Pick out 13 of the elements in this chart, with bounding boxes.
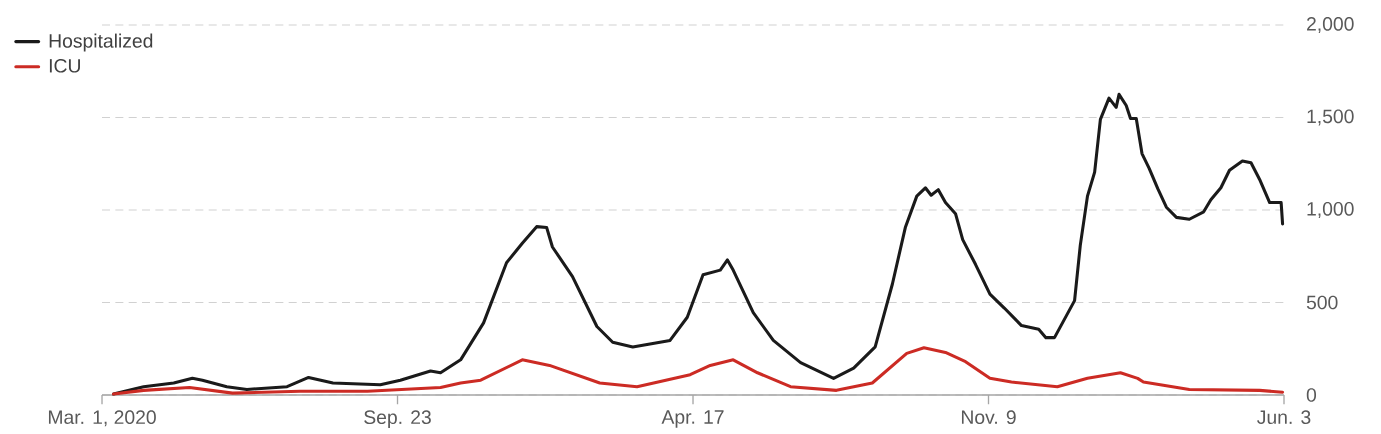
y-tick-label: 1,000 <box>1307 201 1354 218</box>
x-tick-label: Nov. 9 <box>961 410 1016 425</box>
x-tick-label: Jun. 3 <box>1257 410 1311 425</box>
x-tick-label: Sep. 23 <box>364 410 431 428</box>
y-tick-label: 2,000 <box>1307 17 1354 33</box>
x-tick-label: Apr. 17 <box>661 410 724 428</box>
y-tick-label: 0 <box>1306 388 1317 402</box>
line-series <box>111 346 1285 396</box>
legend-label: Hospitalized <box>49 33 153 52</box>
legend-label: ICU <box>49 58 80 73</box>
y-tick-label: 1,500 <box>1307 109 1354 126</box>
y-tick-label: 500 <box>1306 295 1338 310</box>
x-tick-label: Mar. 1, 2020 <box>48 410 156 427</box>
